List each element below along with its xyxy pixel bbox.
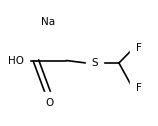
Text: F: F <box>136 83 141 93</box>
Text: HO: HO <box>8 56 24 66</box>
Text: S: S <box>91 58 98 68</box>
Text: O: O <box>45 98 53 108</box>
Text: F: F <box>136 43 141 53</box>
Text: Na: Na <box>41 17 55 27</box>
